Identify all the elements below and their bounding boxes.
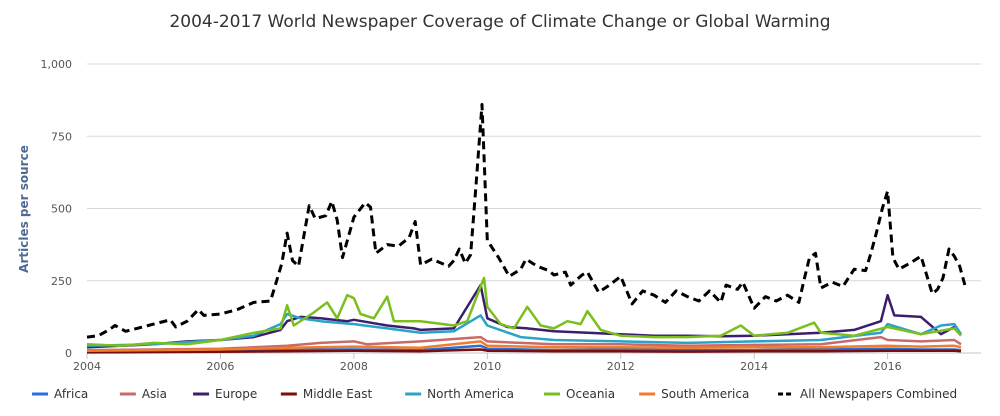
y-axis-label: Articles per source xyxy=(17,145,31,273)
legend-label: North America xyxy=(427,387,514,401)
series-line-all-newspapers-combined xyxy=(86,103,968,339)
legend-label: South America xyxy=(661,387,749,401)
legend-item-africa[interactable]: Africa xyxy=(32,387,88,401)
legend-item-oceania[interactable]: Oceania xyxy=(544,387,615,401)
y-tick-label: 0 xyxy=(65,347,72,360)
legend-item-asia[interactable]: Asia xyxy=(119,387,167,401)
series-line-south-america xyxy=(86,340,962,352)
legend-label: Asia xyxy=(142,387,167,401)
legend-item-south-america[interactable]: South America xyxy=(639,387,749,401)
legend-item-north-america[interactable]: North America xyxy=(405,387,514,401)
x-tick-label: 2012 xyxy=(607,360,635,373)
grid-lines xyxy=(87,63,981,282)
legend-label: Africa xyxy=(54,387,88,401)
y-tick-label: 750 xyxy=(51,130,72,143)
chart-title: 2004-2017 World Newspaper Coverage of Cl… xyxy=(169,12,830,32)
series-lines xyxy=(86,103,968,354)
x-tick-label: 2010 xyxy=(473,360,501,373)
legend-label: Europe xyxy=(215,387,257,401)
y-tick-label: 250 xyxy=(51,275,72,288)
series-line-asia xyxy=(86,335,962,352)
legend-label: Oceania xyxy=(566,387,615,401)
legend-item-europe[interactable]: Europe xyxy=(193,387,257,401)
y-tick-label: 500 xyxy=(51,203,72,216)
x-tick-label: 2004 xyxy=(73,360,101,373)
series-line-oceania xyxy=(86,276,962,348)
legend-item-middle-east[interactable]: Middle East xyxy=(280,387,373,401)
x-tick-label: 2014 xyxy=(740,360,768,373)
x-tick-label: 2006 xyxy=(206,360,234,373)
x-tick-label: 2016 xyxy=(874,360,902,373)
series-line-middle-east xyxy=(86,348,962,354)
legend-label: Middle East xyxy=(303,387,373,401)
axes: 0 250 500 750 1,000 2004 2006 2008 2010 2012 2014 2… xyxy=(41,58,981,373)
y-tick-label: 1,000 xyxy=(41,58,73,71)
legend[interactable]: Africa Asia Europe Middle East North America… xyxy=(32,387,957,401)
legend-item-all-newspapers-combined[interactable]: All Newspapers Combined xyxy=(778,387,957,401)
x-tick-label: 2008 xyxy=(340,360,368,373)
legend-label: All Newspapers Combined xyxy=(800,387,957,401)
